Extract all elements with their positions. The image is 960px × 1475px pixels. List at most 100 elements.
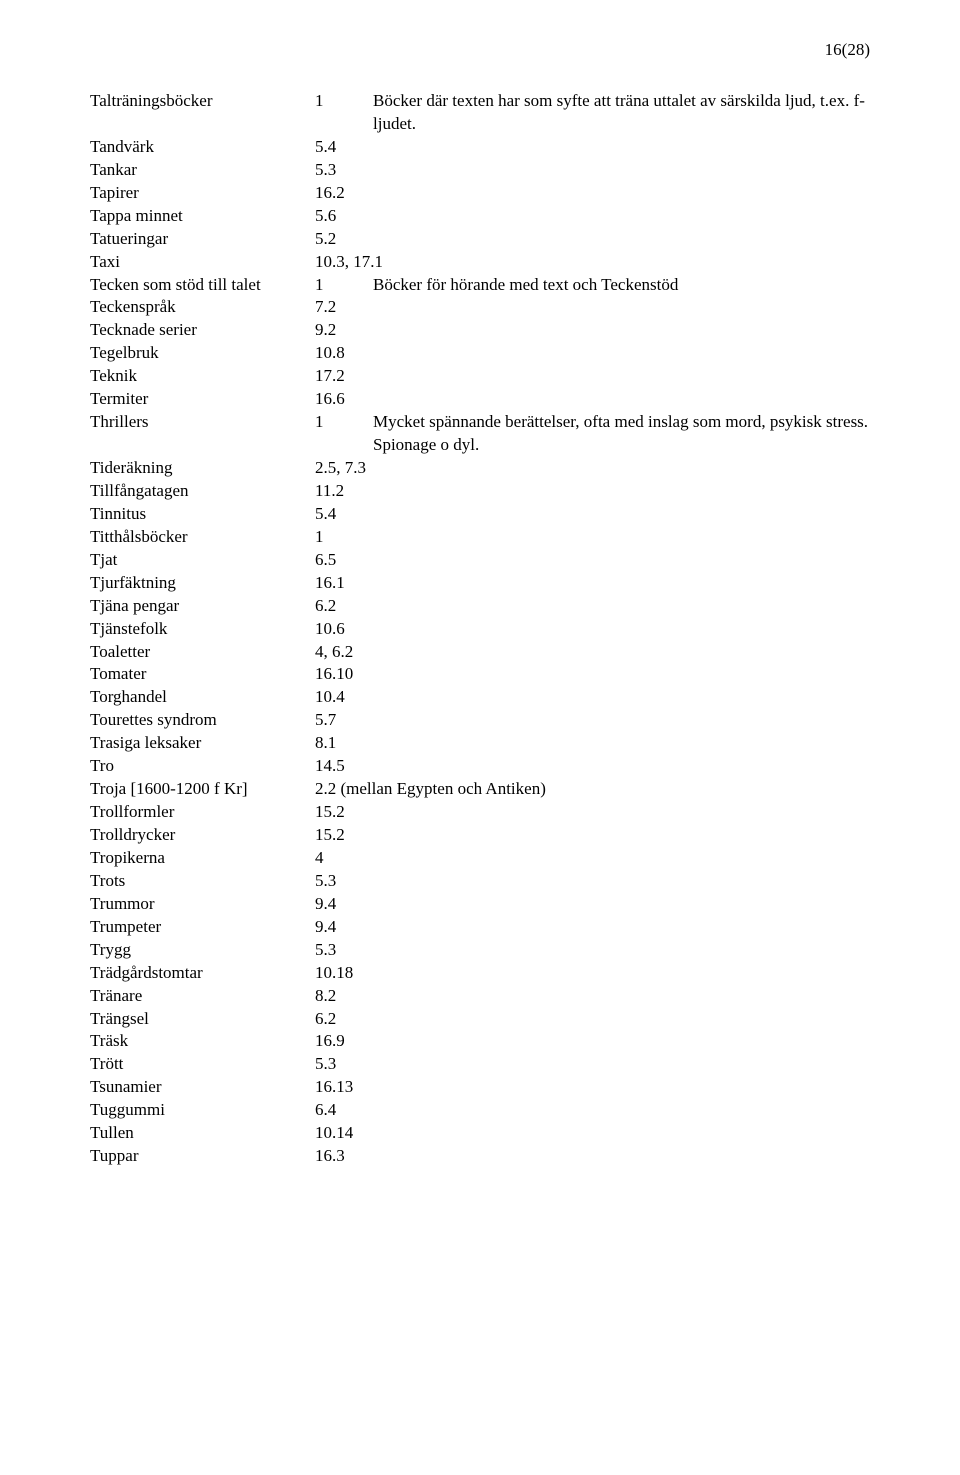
- entry-code: 10.3, 17.1: [315, 251, 401, 274]
- index-entry: Tecknade serier9.2: [90, 319, 870, 342]
- entry-term: Tideräkning: [90, 457, 315, 480]
- entry-note: Mycket spännande berättelser, ofta med i…: [373, 411, 870, 457]
- entry-term: Taxi: [90, 251, 315, 274]
- index-entry: Troja [1600-1200 f Kr]2.2 (mellan Egypte…: [90, 778, 870, 801]
- index-entry: Tomater16.10: [90, 663, 870, 686]
- entry-term: Teckenspråk: [90, 296, 315, 319]
- index-entry: Teknik17.2: [90, 365, 870, 388]
- entry-code: 11.2: [315, 480, 373, 503]
- index-entry: Trolldrycker15.2: [90, 824, 870, 847]
- index-entry: Träsk16.9: [90, 1030, 870, 1053]
- index-entry: Tuggummi6.4: [90, 1099, 870, 1122]
- entry-code: 15.2: [315, 824, 373, 847]
- entry-term: Trädgårdstomtar: [90, 962, 315, 985]
- entry-code: 6.5: [315, 549, 373, 572]
- entry-note: Böcker där texten har som syfte att trän…: [373, 90, 870, 136]
- page-number: 16(28): [90, 40, 870, 60]
- entry-code: 10.8: [315, 342, 373, 365]
- index-entry: Talträningsböcker1Böcker där texten har …: [90, 90, 870, 136]
- entry-term: Tro: [90, 755, 315, 778]
- entry-term: Tropikerna: [90, 847, 315, 870]
- entry-term: Tourettes syndrom: [90, 709, 315, 732]
- entry-term: Tandvärk: [90, 136, 315, 159]
- index-entry: Taxi10.3, 17.1: [90, 251, 870, 274]
- index-entry: Trygg5.3: [90, 939, 870, 962]
- index-entry: Tappa minnet5.6: [90, 205, 870, 228]
- entry-term: Trasiga leksaker: [90, 732, 315, 755]
- index-entry: Tankar5.3: [90, 159, 870, 182]
- index-entry: Tropikerna4: [90, 847, 870, 870]
- entry-code: 16.3: [315, 1145, 373, 1168]
- entry-code: 10.4: [315, 686, 373, 709]
- index-entry: Tjat6.5: [90, 549, 870, 572]
- entry-code: 15.2: [315, 801, 373, 824]
- entry-code: 16.1: [315, 572, 373, 595]
- entry-term: Tullen: [90, 1122, 315, 1145]
- entry-code: 6.2: [315, 595, 373, 618]
- entry-term: Trygg: [90, 939, 315, 962]
- entry-term: Tomater: [90, 663, 315, 686]
- entry-code: 14.5: [315, 755, 373, 778]
- index-entry: Tsunamier16.13: [90, 1076, 870, 1099]
- entry-term: Tuppar: [90, 1145, 315, 1168]
- index-entry: Trädgårdstomtar10.18: [90, 962, 870, 985]
- entry-term: Trummor: [90, 893, 315, 916]
- entry-code: 8.1: [315, 732, 373, 755]
- index-entry: Trängsel6.2: [90, 1008, 870, 1031]
- index-entry: Tideräkning2.5, 7.3: [90, 457, 870, 480]
- entry-code: 9.4: [315, 893, 373, 916]
- entry-term: Troja [1600-1200 f Kr]: [90, 778, 315, 801]
- entry-term: Titthålsböcker: [90, 526, 315, 549]
- entry-code: 16.6: [315, 388, 373, 411]
- index-entry: Trots5.3: [90, 870, 870, 893]
- entry-code: 5.2: [315, 228, 373, 251]
- index-entry: Trasiga leksaker8.1: [90, 732, 870, 755]
- entry-term: Tatueringar: [90, 228, 315, 251]
- entry-term: Tjat: [90, 549, 315, 572]
- index-entry: Trött5.3: [90, 1053, 870, 1076]
- entry-code: 2.5, 7.3: [315, 457, 384, 480]
- index-entry: Tapirer16.2: [90, 182, 870, 205]
- entry-term: Trött: [90, 1053, 315, 1076]
- entry-term: Trängsel: [90, 1008, 315, 1031]
- entry-term: Tsunamier: [90, 1076, 315, 1099]
- entry-code: 10.14: [315, 1122, 373, 1145]
- index-entry: Toaletter4, 6.2: [90, 641, 870, 664]
- entry-term: Termiter: [90, 388, 315, 411]
- entry-code: 1: [315, 526, 373, 549]
- entry-code: 2.2 (mellan Egypten och Antiken): [315, 778, 564, 801]
- entry-code: 16.13: [315, 1076, 373, 1099]
- index-entry: Tränare8.2: [90, 985, 870, 1008]
- entry-term: Tecken som stöd till talet: [90, 274, 315, 297]
- entry-code: 4, 6.2: [315, 641, 373, 664]
- entry-term: Tappa minnet: [90, 205, 315, 228]
- index-entry: Tourettes syndrom5.7: [90, 709, 870, 732]
- entry-term: Talträningsböcker: [90, 90, 315, 113]
- index-entry: Termiter16.6: [90, 388, 870, 411]
- entry-code: 6.4: [315, 1099, 373, 1122]
- entry-term: Tinnitus: [90, 503, 315, 526]
- entry-code: 4: [315, 847, 373, 870]
- entry-code: 16.2: [315, 182, 373, 205]
- entry-term: Tjurfäktning: [90, 572, 315, 595]
- entry-term: Thrillers: [90, 411, 315, 434]
- index-entry: Trummor9.4: [90, 893, 870, 916]
- entry-code: 1: [315, 274, 373, 297]
- entry-code: 9.4: [315, 916, 373, 939]
- entry-code: 8.2: [315, 985, 373, 1008]
- index-entry: Trumpeter9.4: [90, 916, 870, 939]
- entry-code: 1: [315, 90, 373, 113]
- entry-term: Tecknade serier: [90, 319, 315, 342]
- index-entry: Tinnitus5.4: [90, 503, 870, 526]
- entry-code: 16.9: [315, 1030, 373, 1053]
- entry-code: 5.3: [315, 939, 373, 962]
- entry-code: 7.2: [315, 296, 373, 319]
- entry-code: 10.18: [315, 962, 373, 985]
- entry-code: 6.2: [315, 1008, 373, 1031]
- entry-code: 5.3: [315, 870, 373, 893]
- entry-term: Trots: [90, 870, 315, 893]
- entry-code: 17.2: [315, 365, 373, 388]
- entry-term: Tränare: [90, 985, 315, 1008]
- entry-code: 5.4: [315, 136, 373, 159]
- index-entry: Titthålsböcker1: [90, 526, 870, 549]
